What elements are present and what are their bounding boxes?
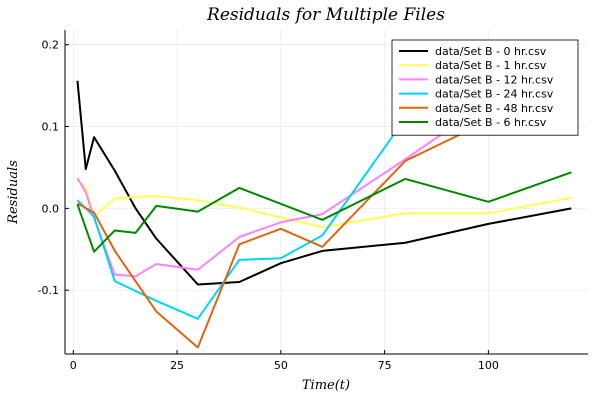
series-line-6 — [76, 171, 572, 253]
series-line-2 — [76, 179, 572, 229]
y-tick-label: 0.2 — [42, 39, 60, 52]
series-line-1 — [76, 80, 572, 286]
y-tick-label: 0.0 — [42, 202, 60, 215]
legend-label-4: data/Set B - 24 hr.csv — [435, 88, 554, 101]
chart-title: Residuals for Multiple Files — [206, 5, 445, 25]
tick-labels: 0 25 50 75 100 -0.1 0.0 0.1 0.2 — [38, 39, 499, 372]
x-tick-label: 0 — [70, 359, 77, 372]
legend-label-6: data/Set B - 6 hr.csv — [435, 116, 547, 129]
y-tick-label: 0.1 — [42, 121, 60, 134]
x-tick-label: 50 — [274, 359, 288, 372]
y-tick-label: -0.1 — [38, 284, 59, 297]
x-tick-label: 100 — [478, 359, 499, 372]
axes — [64, 30, 588, 355]
x-tick-label: 25 — [170, 359, 184, 372]
legend-label-2: data/Set B - 1 hr.csv — [435, 59, 547, 72]
legend-label-5: data/Set B - 48 hr.csv — [435, 102, 554, 115]
y-axis-label: Residuals — [6, 160, 21, 225]
x-axis-label: Time(t) — [302, 378, 350, 393]
x-tick-label: 75 — [378, 359, 392, 372]
legend-label-3: data/Set B - 12 hr.csv — [435, 73, 554, 86]
legend-box — [391, 39, 579, 136]
legend-label-1: data/Set B - 0 hr.csv — [435, 45, 547, 58]
